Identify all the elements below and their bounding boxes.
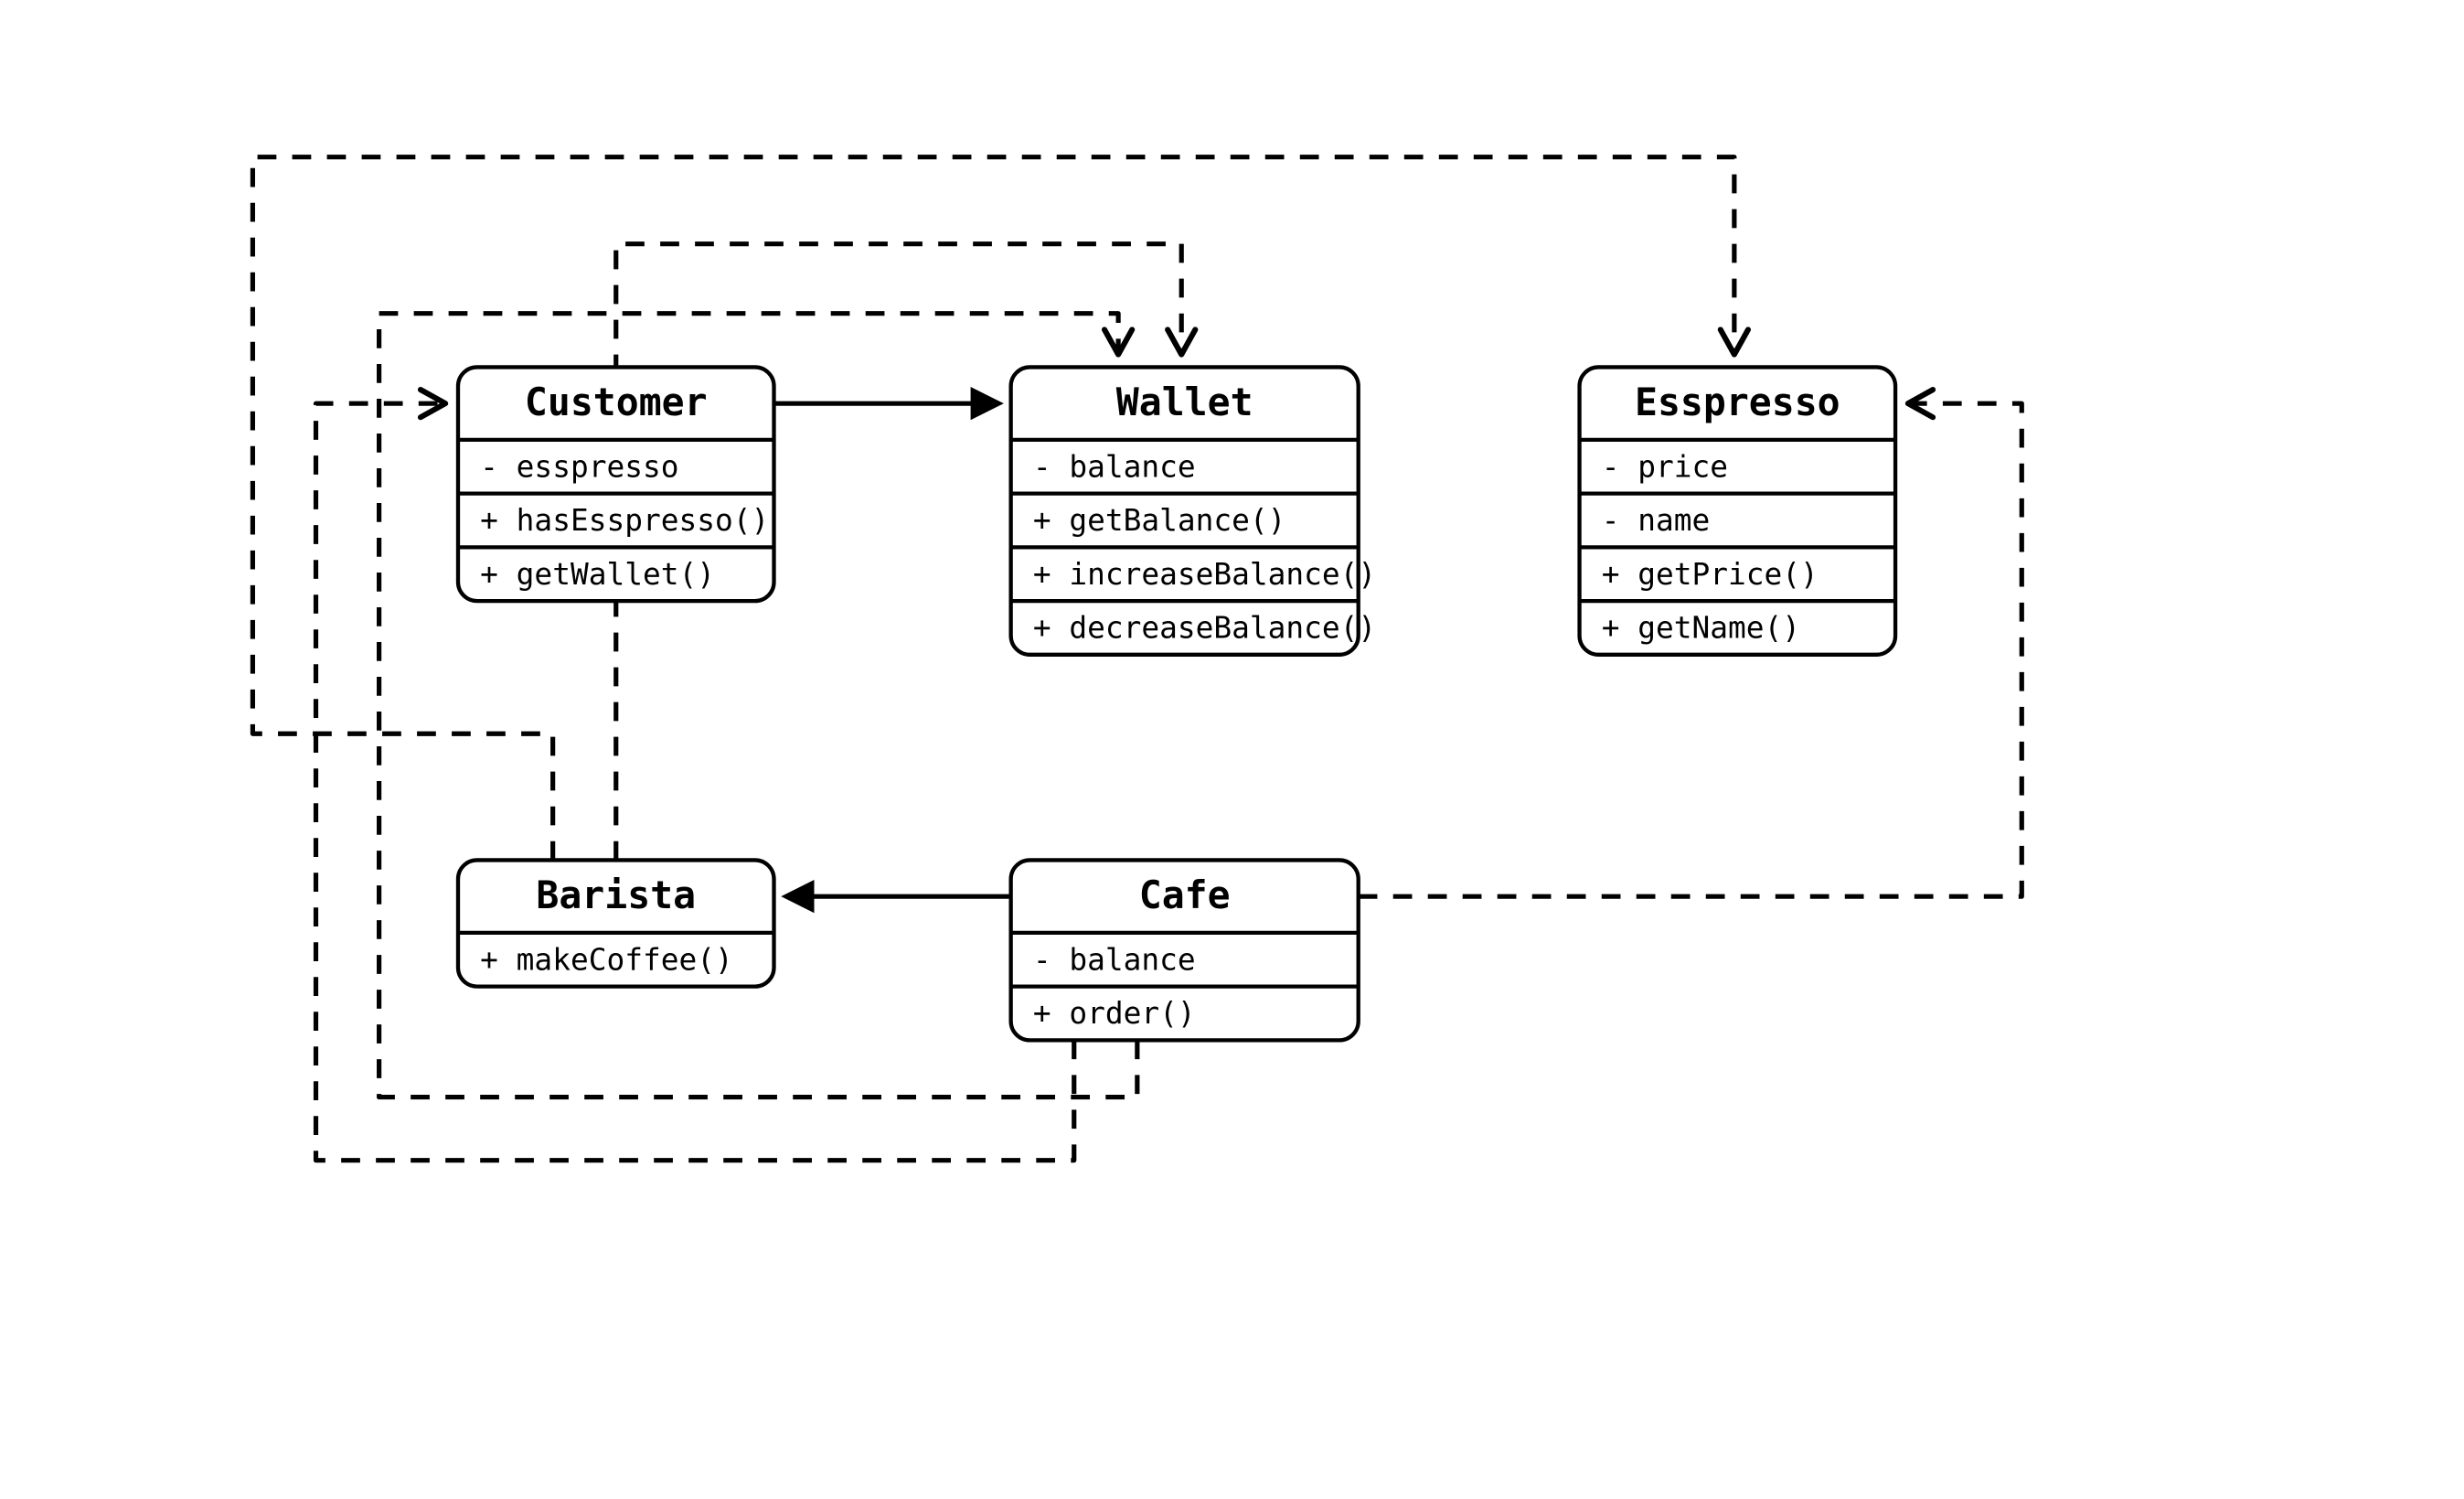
class-member: + order() xyxy=(1033,996,1196,1031)
class-member: + hasEsspresso() xyxy=(480,503,769,538)
class-title: Cafe xyxy=(1139,873,1231,917)
class-title: Customer xyxy=(525,380,708,424)
class-esspresso: Esspresso - price - name + getPrice() + getN… xyxy=(1580,367,1896,654)
class-title: Barista xyxy=(536,873,696,917)
class-member: + decreaseBalance() xyxy=(1033,611,1376,646)
class-member: - esspresso xyxy=(480,449,678,484)
classes-layer: Customer - esspresso + hasEsspresso() + get… xyxy=(458,367,1895,1040)
class-title: Esspresso xyxy=(1635,380,1840,424)
class-member: + increaseBalance() xyxy=(1033,557,1376,592)
class-member: - price xyxy=(1602,449,1728,484)
class-member: + getBalance() xyxy=(1033,503,1286,538)
class-member: - balance xyxy=(1033,449,1196,484)
class-cafe: Cafe - balance + order() xyxy=(1011,860,1359,1040)
class-member: + getPrice() xyxy=(1602,557,1819,592)
uml-diagram: Customer - esspresso + hasEsspresso() + get… xyxy=(0,0,2464,1499)
class-member: - balance xyxy=(1033,942,1196,977)
class-member: + getName() xyxy=(1602,611,1800,646)
class-barista: Barista + makeCoffee() xyxy=(458,860,774,986)
class-member: - name xyxy=(1602,503,1711,538)
class-member: + getWallet() xyxy=(480,557,715,592)
class-wallet: Wallet - balance + getBalance() + increaseB… xyxy=(1011,367,1377,654)
class-member: + makeCoffee() xyxy=(480,942,733,977)
class-customer: Customer - esspresso + hasEsspresso() + get… xyxy=(458,367,774,601)
class-title: Wallet xyxy=(1116,380,1253,424)
